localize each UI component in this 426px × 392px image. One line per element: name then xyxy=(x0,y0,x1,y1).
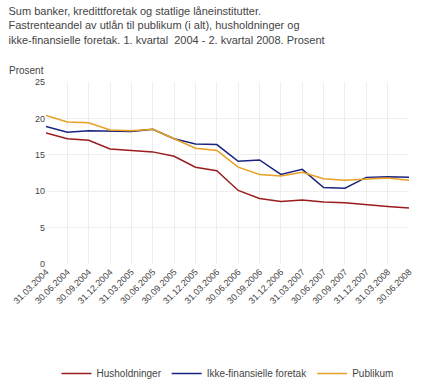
svg-text:30.09.2007: 30.09.2007 xyxy=(311,267,350,306)
svg-text:15: 15 xyxy=(35,150,45,160)
svg-text:Prosent: Prosent xyxy=(9,65,44,76)
svg-text:31.03.2006: 31.03.2006 xyxy=(182,267,221,306)
svg-text:31.12.2006: 31.12.2006 xyxy=(247,267,286,306)
svg-text:30.09.2004: 30.09.2004 xyxy=(54,267,93,306)
svg-text:25: 25 xyxy=(35,77,45,87)
svg-text:31.03.2004: 31.03.2004 xyxy=(12,267,51,306)
svg-text:30.06.2004: 30.06.2004 xyxy=(33,267,72,306)
svg-text:0: 0 xyxy=(40,259,45,269)
svg-text:30.06.2006: 30.06.2006 xyxy=(204,267,243,306)
svg-text:Sum banker, kredittforetak og: Sum banker, kredittforetak og statlige l… xyxy=(9,5,325,46)
svg-text:10: 10 xyxy=(35,186,45,196)
svg-text:20: 20 xyxy=(35,114,45,124)
svg-text:31.03.2007: 31.03.2007 xyxy=(268,267,307,306)
svg-text:31.12.2004: 31.12.2004 xyxy=(76,267,115,306)
svg-text:30.06.2005: 30.06.2005 xyxy=(118,267,157,306)
svg-text:30.06.2007: 30.06.2007 xyxy=(289,267,328,306)
svg-text:31.12.2005: 31.12.2005 xyxy=(161,267,200,306)
svg-text:31.03.2005: 31.03.2005 xyxy=(97,267,136,306)
svg-text:Husholdninger: Husholdninger xyxy=(97,368,162,379)
svg-text:31.12.2007: 31.12.2007 xyxy=(332,267,371,306)
svg-text:5: 5 xyxy=(40,223,45,233)
svg-text:30.06.2008: 30.06.2008 xyxy=(375,267,414,306)
svg-text:30.09.2006: 30.09.2006 xyxy=(225,267,264,306)
svg-text:Ikke-finansielle foretak: Ikke-finansielle foretak xyxy=(207,368,307,379)
svg-text:Publikum: Publikum xyxy=(352,368,393,379)
svg-text:31.03.2008: 31.03.2008 xyxy=(353,267,392,306)
svg-text:30.09.2005: 30.09.2005 xyxy=(140,267,179,306)
